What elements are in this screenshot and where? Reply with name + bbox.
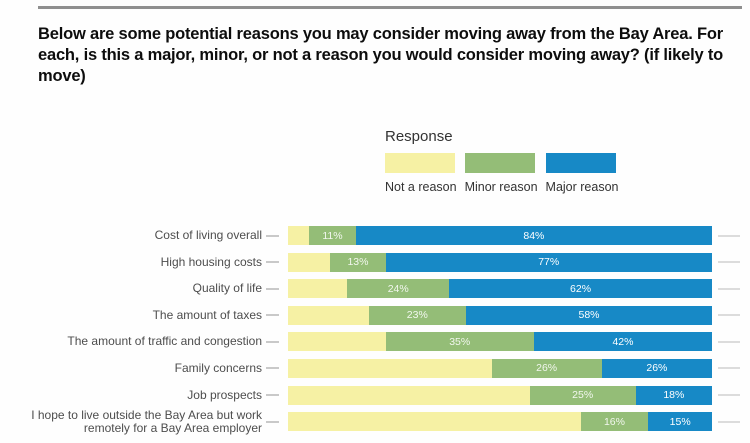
segment-value-label: 26% xyxy=(646,362,668,375)
bar-segment-not-a-reason xyxy=(288,385,530,405)
row-end-tick xyxy=(718,367,740,370)
legend-swatch xyxy=(464,153,535,173)
chart-question-title: Below are some potential reasons you may… xyxy=(38,25,724,85)
legend-label: Not a reason xyxy=(385,180,457,194)
bar-segment-minor-reason: 16% xyxy=(580,412,649,432)
segment-value-label: 62% xyxy=(570,282,592,295)
bar-track: 25% 18% xyxy=(288,385,712,405)
bar-segment-minor-reason: 35% xyxy=(385,332,534,352)
legend-item-major-reason: Major reason xyxy=(545,153,619,194)
bar-track: 24% 62% xyxy=(288,279,712,299)
row-category-label: I hope to live outside the Bay Area but … xyxy=(31,407,262,435)
row-end-tick xyxy=(718,394,740,397)
legend-swatch xyxy=(385,153,455,173)
chart-row: Cost of living overall 11% 84% xyxy=(0,226,750,245)
row-end-tick xyxy=(718,234,740,237)
stacked-bar-chart: Cost of living overall 11% 84% High housing… xyxy=(0,226,750,439)
legend-title: Response xyxy=(385,128,453,145)
legend-items: Not a reason Minor reason Major reason xyxy=(385,153,618,194)
segment-value-label: 35% xyxy=(449,335,471,348)
bar-track: 16% 15% xyxy=(288,412,712,432)
bar-segment-minor-reason: 24% xyxy=(347,279,450,299)
bar-segment-minor-reason: 13% xyxy=(330,252,386,272)
leader-line xyxy=(266,261,279,264)
leader-line xyxy=(266,367,279,370)
row-category-label: Quality of life xyxy=(192,281,262,296)
chart-row: I hope to live outside the Bay Area but … xyxy=(0,408,750,434)
row-category-label: Job prospects xyxy=(187,387,262,402)
bar-segment-major-reason: 18% xyxy=(635,385,712,405)
legend-item-not-a-reason: Not a reason xyxy=(385,153,457,194)
segment-value-label: 13% xyxy=(347,256,369,269)
bar-track: 13% 77% xyxy=(288,252,712,272)
bar-segment-major-reason: 58% xyxy=(466,305,712,325)
bar-segment-major-reason: 42% xyxy=(533,332,712,352)
bar-segment-minor-reason: 11% xyxy=(309,226,356,245)
row-end-tick xyxy=(718,340,740,343)
row-category-label: Family concerns xyxy=(174,360,262,375)
segment-value-label: 15% xyxy=(669,415,691,428)
chart-row: Family concerns 26% 26% xyxy=(0,358,750,378)
chart-row: High housing costs 13% 77% xyxy=(0,252,750,272)
row-end-tick xyxy=(718,261,740,264)
leader-line xyxy=(266,394,279,397)
legend-item-minor-reason: Minor reason xyxy=(464,153,538,194)
bar-track: 35% 42% xyxy=(288,332,712,352)
row-category-label: High housing costs xyxy=(160,254,262,269)
chart-row: The amount of taxes 23% 58% xyxy=(0,305,750,325)
bar-segment-minor-reason: 26% xyxy=(491,358,602,378)
row-end-tick xyxy=(718,287,740,290)
leader-line xyxy=(266,287,279,290)
row-category-label: The amount of taxes xyxy=(152,307,262,322)
bar-segment-not-a-reason xyxy=(288,305,369,325)
segment-value-label: 26% xyxy=(536,362,558,375)
bar-segment-major-reason: 84% xyxy=(355,226,712,245)
bar-track: 23% 58% xyxy=(288,305,712,325)
bar-segment-major-reason: 26% xyxy=(601,358,712,378)
segment-value-label: 42% xyxy=(612,335,634,348)
segment-value-label: 11% xyxy=(322,229,343,242)
top-divider-rule xyxy=(38,6,742,9)
row-category-label: The amount of traffic and congestion xyxy=(67,334,262,349)
segment-value-label: 25% xyxy=(572,389,594,402)
segment-value-label: 24% xyxy=(387,282,409,295)
segment-value-label: 58% xyxy=(578,309,600,322)
bar-track: 11% 84% xyxy=(288,226,712,245)
bar-segment-not-a-reason xyxy=(288,332,386,352)
bar-segment-minor-reason: 25% xyxy=(529,385,636,405)
legend-label: Major reason xyxy=(545,180,619,194)
bar-track: 26% 26% xyxy=(288,358,712,378)
segment-value-label: 23% xyxy=(406,309,428,322)
segment-value-label: 77% xyxy=(538,256,560,269)
leader-line xyxy=(266,420,279,423)
chart-row: Quality of life 24% 62% xyxy=(0,279,750,299)
segment-value-label: 18% xyxy=(663,389,685,402)
legend-swatch xyxy=(545,153,616,173)
segment-value-label: 16% xyxy=(603,415,625,428)
bar-segment-not-a-reason xyxy=(288,358,492,378)
bar-segment-not-a-reason xyxy=(288,252,331,272)
row-category-label: Cost of living overall xyxy=(154,228,262,242)
leader-line xyxy=(266,340,279,343)
bar-segment-minor-reason: 23% xyxy=(368,305,467,325)
segment-value-label: 84% xyxy=(523,229,545,242)
leader-line xyxy=(266,234,279,237)
bar-segment-major-reason: 15% xyxy=(648,412,712,432)
legend: Response Not a reason Minor reason Major… xyxy=(385,128,618,194)
chart-row: Job prospects 25% 18% xyxy=(0,385,750,405)
chart-row: The amount of traffic and congestion 35% 4… xyxy=(0,332,750,352)
bar-segment-not-a-reason xyxy=(288,226,310,245)
bar-segment-not-a-reason xyxy=(288,412,581,432)
leader-line xyxy=(266,314,279,317)
bar-segment-major-reason: 62% xyxy=(449,279,712,299)
bar-segment-major-reason: 77% xyxy=(385,252,712,272)
row-end-tick xyxy=(718,314,740,317)
row-end-tick xyxy=(718,420,740,423)
legend-label: Minor reason xyxy=(464,180,538,194)
bar-segment-not-a-reason xyxy=(288,279,348,299)
